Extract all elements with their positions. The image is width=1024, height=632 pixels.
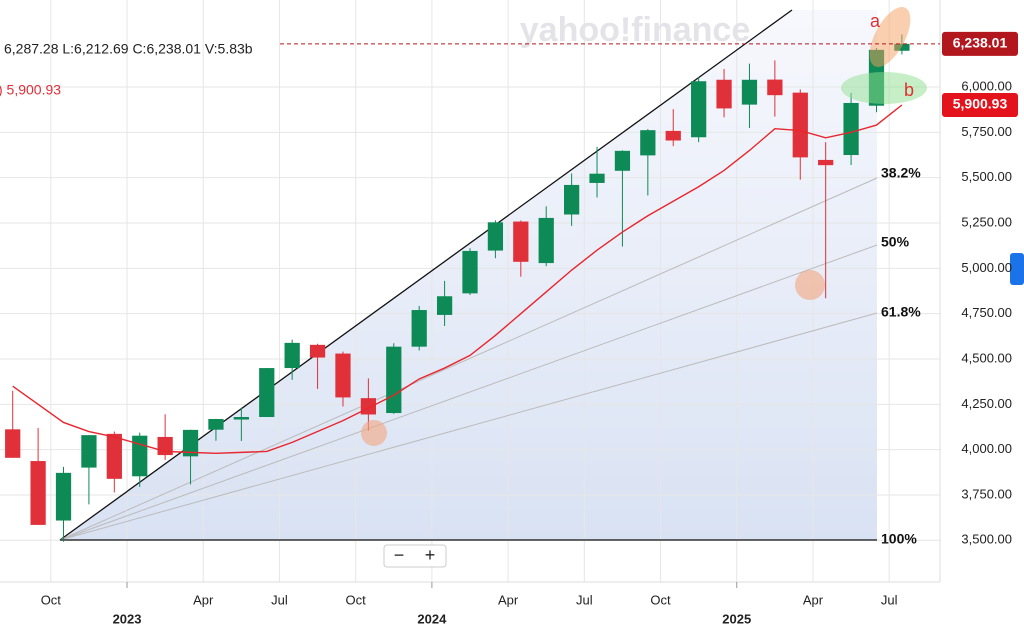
highlight: [841, 72, 927, 104]
candle-body: [487, 222, 504, 251]
x-year-label: 2024: [417, 611, 447, 626]
candle-body: [309, 344, 326, 358]
candle-body: [259, 368, 275, 418]
fib-fan-line: [59, 244, 878, 541]
highlight: [869, 7, 911, 67]
x-tick-label: Apr: [193, 592, 214, 607]
candle-body: [436, 296, 453, 315]
candle-body: [894, 43, 910, 51]
y-tick-label: 5,000.00: [961, 260, 1012, 275]
candle-body: [5, 429, 21, 458]
candle-body: [462, 250, 478, 294]
fib-fan-line: [59, 312, 878, 541]
y-tick-label: 4,500.00: [961, 350, 1012, 365]
ohlc-header: 6,287.28 L:6,212.69 C:6,238.01 V:5.83b: [4, 41, 253, 57]
y-tick-label: 4,750.00: [961, 305, 1012, 320]
candle-body: [640, 130, 656, 156]
annotation: b: [904, 80, 914, 100]
price-tag-label: 5,900.93: [953, 96, 1008, 112]
ma-legend: ) 5,900.93: [0, 82, 61, 98]
fib-fan-line: [59, 177, 878, 541]
y-tick-label: 3,500.00: [961, 532, 1012, 547]
candle-body: [691, 81, 707, 138]
candle-body: [335, 353, 351, 398]
y-tick-label: 4,000.00: [961, 441, 1012, 456]
candle-body: [360, 398, 376, 415]
highlight: [361, 420, 387, 446]
candle-body: [233, 417, 249, 420]
y-tick-label: 3,750.00: [961, 486, 1012, 501]
candle-body: [208, 419, 224, 430]
x-year-label: 2023: [113, 611, 142, 626]
price-tag-label: 6,238.01: [953, 35, 1008, 51]
candle-body: [513, 221, 529, 262]
candle-body: [792, 92, 808, 158]
highlight: [795, 270, 825, 300]
candle-body: [411, 310, 427, 347]
fib-label: 38.2%: [881, 165, 921, 181]
y-tick-label: 5,500.00: [961, 169, 1012, 184]
candle-body: [106, 433, 122, 479]
candle-body: [386, 346, 402, 414]
x-tick-label: Apr: [498, 592, 519, 607]
fib-label: 100%: [881, 531, 917, 547]
candle-body: [30, 461, 46, 525]
x-tick-label: Apr: [803, 592, 824, 607]
candle-body: [741, 79, 758, 105]
candle-body: [843, 102, 859, 156]
zoom-in-button[interactable]: +: [425, 545, 436, 565]
candle-body: [818, 159, 834, 166]
candle-body: [564, 184, 580, 215]
moving-average-line: [12, 104, 903, 454]
annotation: a: [870, 11, 881, 31]
y-tick-label: 5,750.00: [961, 124, 1012, 139]
candle-body: [157, 436, 173, 456]
zoom-control: [383, 544, 447, 568]
x-tick-label: Jul: [271, 592, 288, 607]
candle-body: [589, 173, 605, 183]
candle-body: [81, 435, 97, 468]
price-tag: [942, 92, 1018, 117]
candle-body: [767, 79, 783, 96]
candle-body: [665, 130, 681, 141]
price-tag: [942, 31, 1018, 56]
candle-body: [716, 79, 732, 109]
candle-body: [55, 472, 72, 521]
fib-label: 61.8%: [881, 304, 921, 320]
candle-body: [132, 435, 148, 477]
candle-body: [614, 150, 631, 171]
candle-body: [182, 429, 199, 457]
x-tick-label: Oct: [650, 592, 671, 607]
x-tick-label: Oct: [346, 592, 367, 607]
x-year-label: 2025: [722, 611, 751, 626]
y-tick-label: 4,250.00: [961, 396, 1012, 411]
side-panel-toggle[interactable]: [1010, 253, 1024, 285]
watermark: yahoo!finance: [520, 11, 750, 49]
candle-body: [538, 217, 554, 264]
x-tick-label: Oct: [41, 592, 62, 607]
x-tick-label: Jul: [881, 592, 898, 607]
x-tick-label: Jul: [576, 592, 593, 607]
y-tick-label: 5,250.00: [961, 214, 1012, 229]
y-tick-label: 6,000.00: [961, 78, 1012, 93]
candle-body: [284, 342, 300, 369]
zoom-out-button[interactable]: −: [394, 545, 405, 565]
fib-label: 50%: [881, 234, 910, 250]
